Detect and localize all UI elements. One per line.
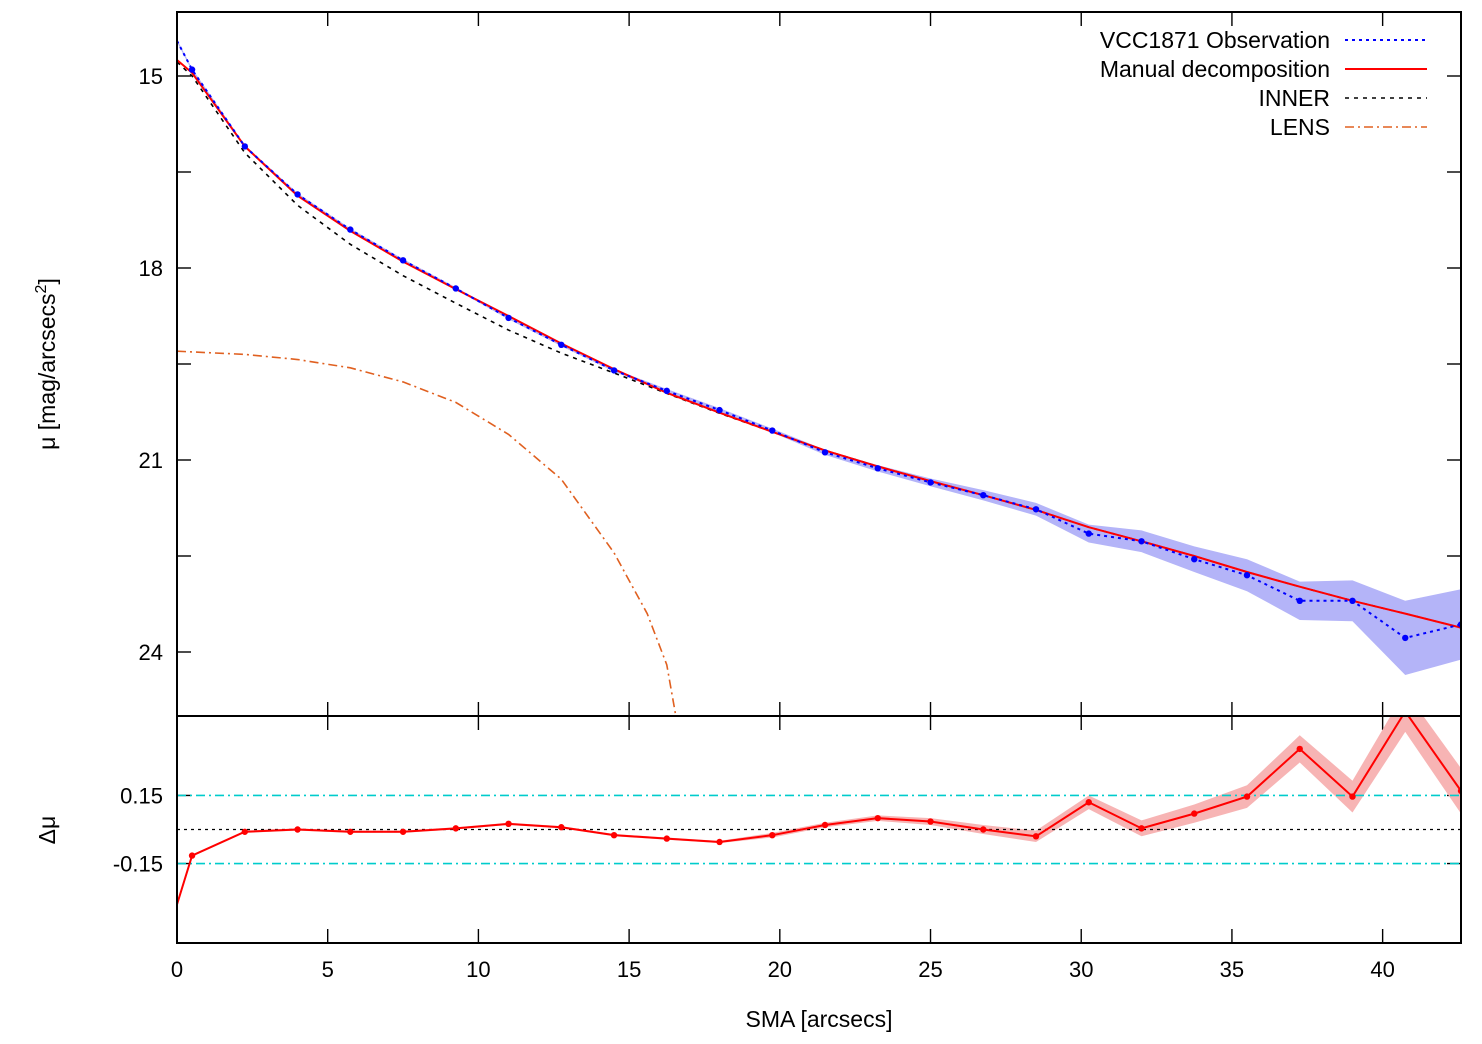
residual-point bbox=[769, 831, 776, 839]
bottom-y-axis-title: Δμ bbox=[34, 816, 60, 845]
observation-point bbox=[1138, 538, 1145, 545]
y-tick-label: -0.15 bbox=[113, 852, 163, 877]
x-tick-label: 15 bbox=[617, 957, 641, 982]
y-tick-label: 24 bbox=[139, 640, 163, 665]
top-y-ticks: 15 18 21 24 bbox=[139, 12, 1461, 716]
observation-point bbox=[663, 387, 670, 395]
bottom-axes-frame bbox=[176, 715, 1462, 944]
residual-point bbox=[347, 828, 354, 835]
top-plot-area bbox=[177, 39, 1461, 716]
x-tick-label: 30 bbox=[1069, 957, 1093, 982]
residual-point bbox=[663, 835, 670, 842]
series-line-manual-decomposition bbox=[177, 59, 1461, 629]
observation-point bbox=[505, 314, 512, 322]
x-tick-label: 10 bbox=[466, 957, 490, 982]
y-tick-label: 21 bbox=[139, 448, 163, 473]
top-axes-frame bbox=[176, 11, 1462, 717]
series-line-inner bbox=[177, 61, 1461, 629]
observation-point bbox=[399, 257, 407, 264]
ylabel-superscript: 2 bbox=[33, 284, 50, 293]
legend-entry-label: LENS bbox=[1270, 114, 1330, 140]
residual-point bbox=[241, 828, 249, 835]
x-axis-title: SMA [arcsecs] bbox=[746, 1006, 893, 1032]
residual-point bbox=[399, 828, 407, 835]
observation-point bbox=[188, 66, 196, 73]
observation-error-band bbox=[177, 39, 1461, 676]
observation-point bbox=[610, 367, 618, 374]
ylabel-prefix: μ [mag/arcsecs bbox=[34, 293, 60, 449]
observation-point bbox=[1243, 572, 1251, 579]
residual-point bbox=[452, 825, 460, 832]
residual-point bbox=[1138, 825, 1145, 832]
observation-point bbox=[821, 449, 829, 456]
residual-line bbox=[177, 716, 1461, 905]
bottom-panel: 0.15 -0.15 0 5 10 15 20 25 30 35 40 Δμ SMA [arcsec… bbox=[34, 708, 1462, 1032]
bottom-ticks: 0.15 -0.15 0 5 10 15 20 25 30 35 40 bbox=[113, 716, 1461, 982]
observation-point bbox=[1191, 556, 1198, 563]
residual-point bbox=[1349, 793, 1356, 800]
bottom-frame bbox=[176, 715, 1462, 944]
y-tick-label: 0.15 bbox=[120, 783, 163, 808]
top-panel: 15 18 21 24 μ [mag/arcsecs2] VCC1871 Observ… bbox=[33, 11, 1462, 717]
residual-point bbox=[1032, 833, 1040, 840]
observation-point bbox=[716, 406, 723, 414]
legend-entry-label: VCC1871 Observation bbox=[1100, 27, 1330, 53]
residual-point bbox=[505, 820, 512, 828]
residual-point bbox=[610, 831, 618, 839]
observation-point bbox=[1032, 506, 1040, 513]
residual-point bbox=[980, 826, 987, 833]
observation-point bbox=[347, 226, 354, 233]
top-y-axis-title: μ [mag/arcsecs2] bbox=[33, 278, 60, 450]
y-tick-label: 15 bbox=[139, 64, 163, 89]
observation-point bbox=[980, 492, 987, 499]
x-tick-label: 25 bbox=[918, 957, 942, 982]
observation-point bbox=[241, 143, 249, 150]
y-tick-label: 18 bbox=[139, 256, 163, 281]
residual-error-band bbox=[177, 716, 1461, 906]
ylabel-suffix: ] bbox=[34, 278, 60, 284]
residual-point bbox=[927, 818, 934, 825]
x-tick-label: 0 bbox=[171, 957, 183, 982]
residual-point bbox=[1243, 793, 1251, 800]
series-line-vcc1871-observation bbox=[177, 40, 1461, 639]
legend: VCC1871 Observation Manual decomposition I… bbox=[1100, 27, 1427, 140]
observation-point bbox=[874, 465, 881, 472]
residual-point bbox=[188, 852, 196, 859]
series-line-lens bbox=[177, 350, 677, 716]
residual-point bbox=[821, 821, 829, 829]
top-frame bbox=[176, 11, 1462, 717]
observation-point bbox=[927, 479, 934, 486]
residual-point bbox=[716, 838, 723, 846]
residual-point bbox=[874, 814, 881, 822]
residual-point bbox=[1191, 810, 1198, 817]
x-tick-label: 40 bbox=[1370, 957, 1394, 982]
bottom-plot-area bbox=[177, 708, 1461, 906]
residual-point bbox=[1085, 799, 1092, 806]
observation-point bbox=[769, 427, 776, 434]
x-tick-label: 5 bbox=[322, 957, 334, 982]
residual-point bbox=[1402, 708, 1408, 714]
x-tick-label: 35 bbox=[1220, 957, 1244, 982]
observation-point bbox=[452, 285, 460, 292]
observation-point bbox=[294, 191, 301, 198]
observation-point bbox=[1085, 530, 1092, 537]
residual-point bbox=[558, 824, 565, 831]
observation-point bbox=[1402, 634, 1409, 642]
observation-point bbox=[558, 341, 565, 348]
observation-point bbox=[1349, 597, 1356, 604]
legend-entry-label: INNER bbox=[1258, 85, 1330, 111]
legend-entry-label: Manual decomposition bbox=[1100, 56, 1330, 82]
x-tick-label: 20 bbox=[768, 957, 792, 982]
observation-point bbox=[1296, 597, 1303, 604]
residual-point bbox=[294, 826, 301, 833]
residual-point bbox=[1296, 745, 1303, 753]
